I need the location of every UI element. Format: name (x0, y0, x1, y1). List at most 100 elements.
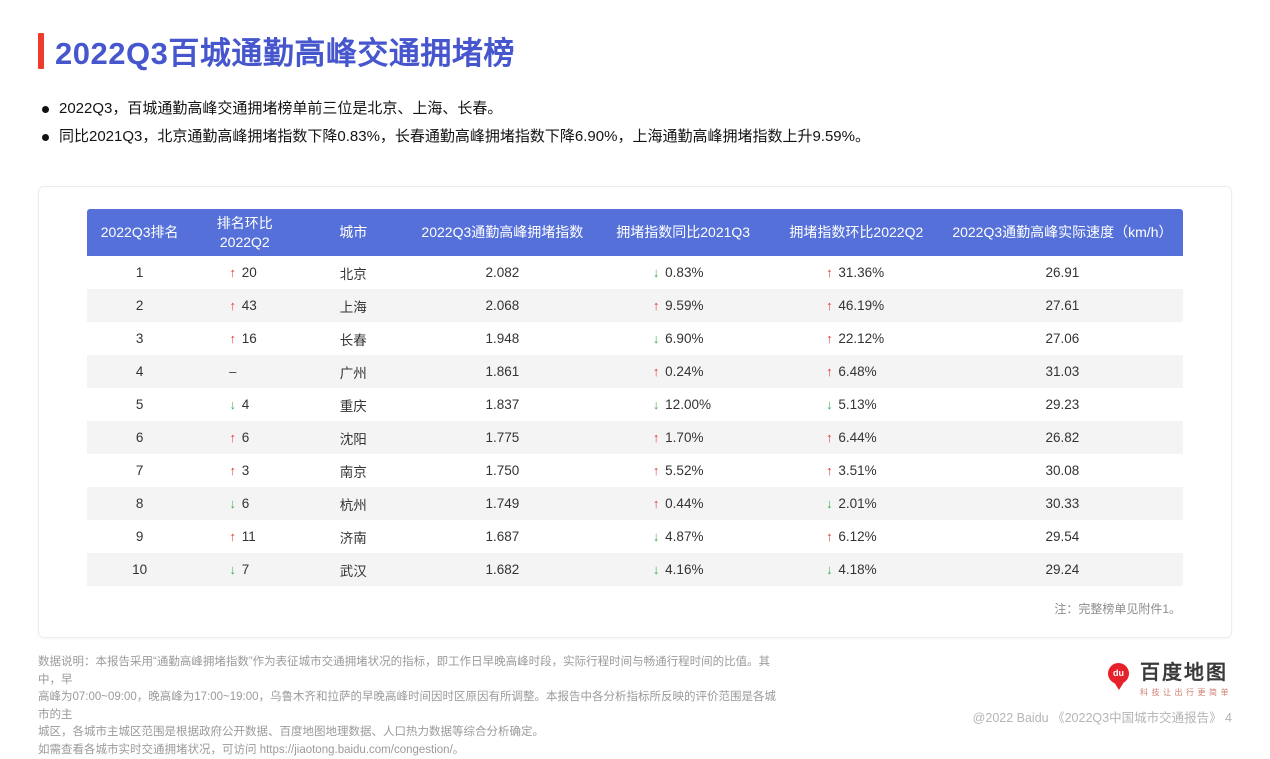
change-value: 0.44% (665, 496, 719, 511)
no-change-dash: – (224, 364, 242, 379)
city-cell: 北京 (297, 256, 409, 289)
column-header: 拥堵指数环比2022Q2 (771, 209, 942, 256)
change-value: 12.00% (665, 397, 719, 412)
change-indicator: ↓0.83% (647, 265, 719, 280)
column-header: 2022Q3通勤高峰实际速度（km/h） (942, 209, 1183, 256)
rank-change-cell: ↑6 (192, 421, 297, 454)
speed-cell: 29.54 (942, 520, 1183, 553)
rank-cell: 1 (87, 256, 192, 289)
yoy-change-cell: ↑0.24% (596, 355, 771, 388)
down-arrow-icon: ↓ (647, 397, 665, 412)
map-pin-head: du (1108, 663, 1129, 684)
change-indicator: ↑31.36% (820, 265, 892, 280)
up-arrow-icon: ↑ (820, 463, 838, 478)
up-arrow-icon: ↑ (647, 430, 665, 445)
change-value: 9.59% (665, 298, 719, 313)
congestion-index-cell: 1.750 (409, 454, 595, 487)
rank-change-cell: ↑16 (192, 322, 297, 355)
rank-change-cell: ↑3 (192, 454, 297, 487)
bullet-icon (42, 134, 49, 141)
change-value: 2.01% (838, 496, 892, 511)
summary-bullets: 2022Q3，百城通勤高峰交通拥堵榜单前三位是北京、上海、长春。 同比2021Q… (42, 95, 1232, 151)
qoq-change-cell: ↑46.19% (771, 289, 942, 322)
change-indicator: ↑5.52% (647, 463, 719, 478)
change-value: 4.18% (838, 562, 892, 577)
rank-change-cell: ↓4 (192, 388, 297, 421)
yoy-change-cell: ↑0.44% (596, 487, 771, 520)
data-note-line: 数据说明：本报告采用“通勤高峰拥堵指数”作为表征城市交通拥堵状况的指标，即工作日… (38, 654, 778, 689)
change-indicator: ↑6.44% (820, 430, 892, 445)
data-notes: 数据说明：本报告采用“通勤高峰拥堵指数”作为表征城市交通拥堵状况的指标，即工作日… (38, 654, 778, 759)
page-footer: 数据说明：本报告采用“通勤高峰拥堵指数”作为表征城市交通拥堵状况的指标，即工作日… (38, 654, 1232, 759)
rank-cell: 9 (87, 520, 192, 553)
speed-cell: 31.03 (942, 355, 1183, 388)
report-header: 2022Q3百城通勤高峰交通拥堵榜 (38, 28, 1232, 73)
change-indicator: ↑9.59% (647, 298, 719, 313)
rank-change-cell: – (192, 355, 297, 388)
change-value: 46.19% (838, 298, 892, 313)
change-indicator: ↓4.16% (647, 562, 719, 577)
up-arrow-icon: ↑ (224, 298, 242, 313)
rank-cell: 4 (87, 355, 192, 388)
table-note: 注：完整榜单见附件1。 (87, 600, 1181, 617)
rank-change-cell: ↑20 (192, 256, 297, 289)
yoy-change-cell: ↑5.52% (596, 454, 771, 487)
change-value: 6 (242, 496, 266, 511)
change-indicator: ↓4.87% (647, 529, 719, 544)
change-value: 6.90% (665, 331, 719, 346)
change-value: 6.48% (838, 364, 892, 379)
change-indicator: ↓4 (224, 397, 266, 412)
change-indicator: ↑43 (224, 298, 266, 313)
down-arrow-icon: ↓ (647, 265, 665, 280)
change-indicator: ↑3 (224, 463, 266, 478)
qoq-change-cell: ↑3.51% (771, 454, 942, 487)
city-cell: 重庆 (297, 388, 409, 421)
change-value: 6.12% (838, 529, 892, 544)
up-arrow-icon: ↑ (820, 265, 838, 280)
change-value: 31.36% (838, 265, 892, 280)
change-indicator: ↑16 (224, 331, 266, 346)
change-indicator: ↑0.44% (647, 496, 719, 511)
change-value: 6 (242, 430, 266, 445)
data-note-line: 高峰为07:00~09:00，晚高峰为17:00~19:00，乌鲁木齐和拉萨的早… (38, 689, 778, 724)
speed-cell: 29.23 (942, 388, 1183, 421)
change-indicator: ↑6.12% (820, 529, 892, 544)
change-value: 43 (242, 298, 266, 313)
change-indicator: ↑6.48% (820, 364, 892, 379)
up-arrow-icon: ↑ (224, 463, 242, 478)
change-indicator: ↓6 (224, 496, 266, 511)
up-arrow-icon: ↑ (820, 331, 838, 346)
city-cell: 广州 (297, 355, 409, 388)
change-value: 0.83% (665, 265, 719, 280)
up-arrow-icon: ↑ (647, 298, 665, 313)
change-indicator: ↑46.19% (820, 298, 892, 313)
report-slide: 2022Q3百城通勤高峰交通拥堵榜 2022Q3，百城通勤高峰交通拥堵榜单前三位… (0, 0, 1270, 714)
congestion-index-cell: 1.775 (409, 421, 595, 454)
map-pin-icon: du (1106, 661, 1132, 693)
summary-bullet-1: 2022Q3，百城通勤高峰交通拥堵榜单前三位是北京、上海、长春。 (42, 95, 1232, 123)
yoy-change-cell: ↑9.59% (596, 289, 771, 322)
change-indicator: ↓5.13% (820, 397, 892, 412)
qoq-change-cell: ↑22.12% (771, 322, 942, 355)
change-indicator: ↑0.24% (647, 364, 719, 379)
down-arrow-icon: ↓ (224, 562, 242, 577)
column-header: 2022Q3排名 (87, 209, 192, 256)
copyright-line: @2022 Baidu 《2022Q3中国城市交通报告》 4 (973, 707, 1232, 726)
change-indicator: ↓7 (224, 562, 266, 577)
bullet-icon (42, 106, 49, 113)
change-indicator: ↓6.90% (647, 331, 719, 346)
change-indicator: – (224, 364, 266, 379)
down-arrow-icon: ↓ (647, 529, 665, 544)
change-value: 5.13% (838, 397, 892, 412)
qoq-change-cell: ↑6.12% (771, 520, 942, 553)
change-value: 4.16% (665, 562, 719, 577)
rank-cell: 5 (87, 388, 192, 421)
congestion-index-cell: 1.948 (409, 322, 595, 355)
change-value: 16 (242, 331, 266, 346)
